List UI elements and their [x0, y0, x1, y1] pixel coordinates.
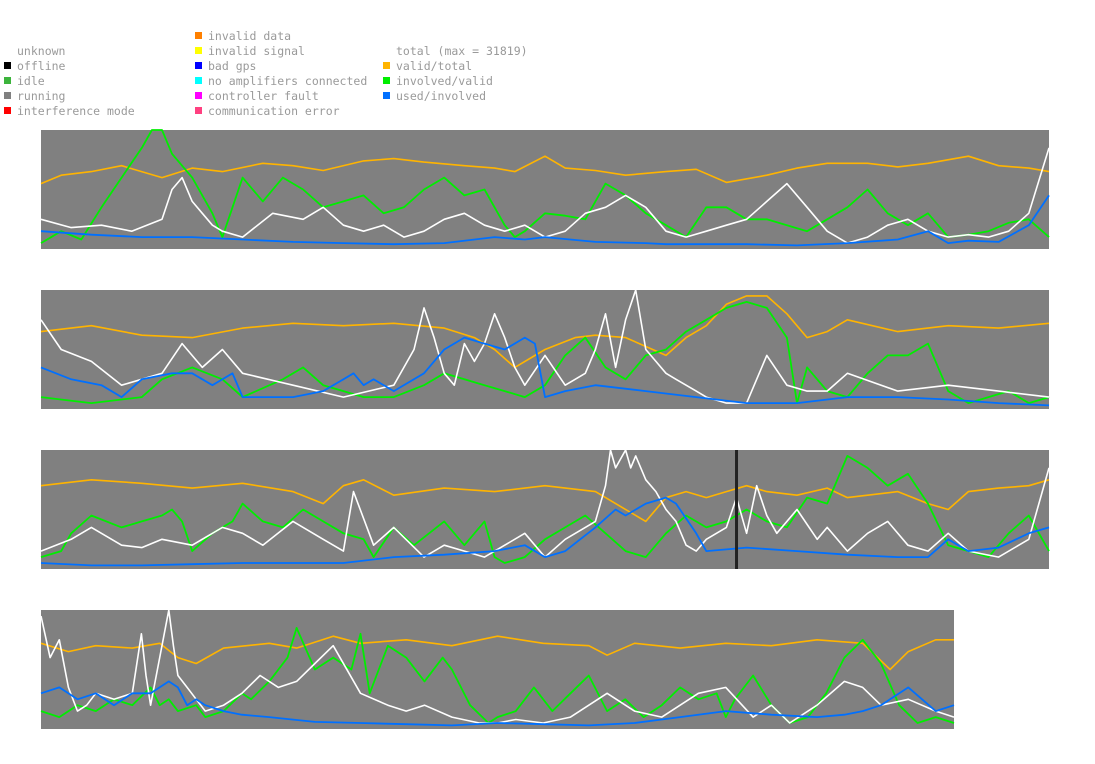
panel-background — [41, 610, 954, 729]
legend-swatch — [195, 47, 202, 54]
legend-swatch — [383, 62, 390, 69]
series-line-used-involved — [40, 680, 955, 727]
legend-swatch — [195, 77, 202, 84]
series-line-valid-total — [40, 635, 954, 671]
legend-swatch — [4, 92, 11, 99]
legend-label: offline — [17, 59, 66, 73]
series-line-involved-valid — [40, 129, 1050, 244]
legend-label: used/involved — [396, 89, 487, 103]
legend-label: valid/total — [396, 59, 473, 73]
legend-label: bad gps — [208, 59, 257, 73]
series-line-total — [40, 289, 1050, 404]
legend-swatch — [195, 32, 202, 39]
series-line-used-involved — [40, 336, 1050, 407]
legend-swatch — [4, 107, 11, 114]
chart-panel-4 — [40, 609, 955, 729]
series-line-involved-valid — [40, 300, 1050, 405]
series-line-involved-valid — [40, 454, 1050, 564]
legend-label: communication error — [208, 104, 340, 118]
legend-label: controller fault — [208, 89, 319, 103]
legend-label: invalid signal — [208, 44, 305, 58]
legend-label: involved/valid — [396, 74, 493, 88]
legend-swatch — [195, 92, 202, 99]
chart-panel-2 — [40, 289, 1050, 409]
panel-background — [41, 130, 1049, 249]
legend-swatch — [383, 92, 390, 99]
legend: unknown offline idle running interferenc… — [0, 0, 1095, 125]
series-line-used-involved — [40, 194, 1050, 247]
legend-swatch — [195, 107, 202, 114]
legend-label: interference mode — [17, 104, 135, 118]
series-line-total — [40, 449, 1050, 558]
series-line-used-involved — [40, 496, 1050, 567]
legend-label: idle — [17, 74, 45, 88]
series-line-valid-total — [40, 155, 1050, 185]
panel-background — [41, 450, 1049, 569]
chart-panel-3 — [40, 449, 1050, 569]
legend-label: unknown — [17, 44, 66, 58]
legend-swatch — [195, 62, 202, 69]
legend-label: no amplifiers connected — [208, 74, 368, 88]
legend-label: total (max = 31819) — [396, 44, 528, 58]
legend-swatch — [4, 77, 11, 84]
legend-label: invalid data — [208, 29, 292, 43]
chart-panel-1 — [40, 129, 1050, 249]
legend-label: running — [17, 89, 66, 103]
legend-swatch — [383, 77, 390, 84]
legend-swatch — [4, 62, 11, 69]
